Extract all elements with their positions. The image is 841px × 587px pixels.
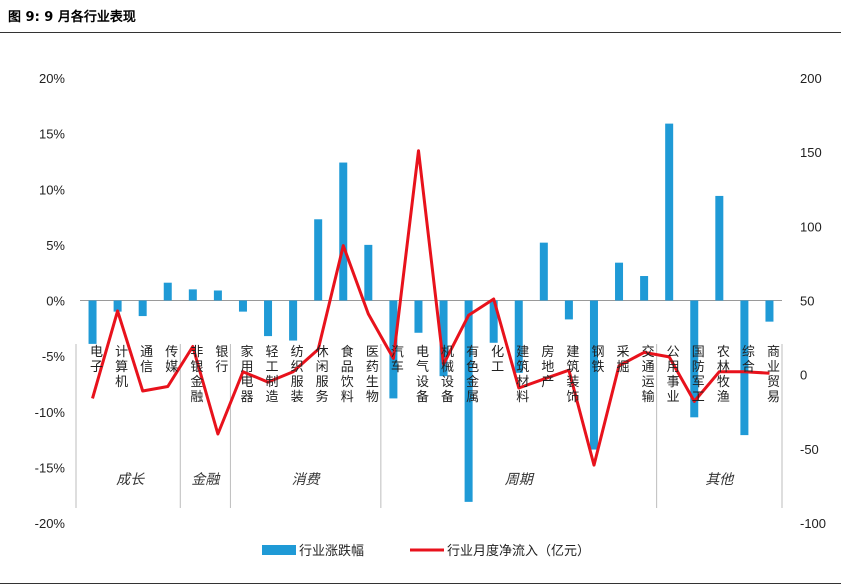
bar: [640, 276, 649, 301]
category-label: 农林牧渔: [717, 345, 730, 405]
right-tick-label: -50: [800, 442, 819, 457]
bar-series: [88, 123, 774, 502]
right-tick-label: 200: [800, 71, 822, 86]
category-label: 轻工制造: [266, 345, 279, 405]
bar: [238, 300, 247, 312]
category-label: 有色金属: [466, 345, 479, 405]
category-label: 计算机: [115, 345, 128, 390]
category-label: 医药生物: [366, 345, 379, 405]
left-tick-label: 5%: [46, 238, 65, 253]
legend-bar-swatch: [262, 545, 296, 555]
category-labels: 电子计算机通信传媒非银金融银行家用电器轻工制造纺织服装休闲服务食品饮料医药生物汽…: [90, 344, 780, 405]
bar: [414, 300, 423, 333]
category-label: 综合: [742, 345, 755, 375]
category-label: 机械设备: [441, 345, 454, 405]
left-tick-label: 0%: [46, 294, 65, 309]
bar: [464, 300, 473, 502]
bar: [715, 195, 724, 301]
category-label: 传媒: [165, 345, 178, 375]
bar: [615, 262, 624, 301]
category-label: 建筑材料: [516, 345, 529, 405]
bar: [589, 300, 598, 450]
category-label: 汽车: [391, 345, 404, 375]
bar: [489, 300, 498, 343]
category-label: 通信: [140, 345, 153, 375]
right-tick-label: 50: [800, 294, 814, 309]
group-label: 其他: [705, 472, 735, 488]
category-label: 化工: [491, 345, 504, 375]
left-tick-label: -15%: [35, 460, 66, 475]
legend-bar-label: 行业涨跌幅: [299, 543, 364, 559]
bar: [665, 123, 674, 301]
right-axis-ticks: 200 150 100 50 0 -50 -100: [800, 71, 826, 531]
category-label: 房地产: [541, 344, 554, 390]
category-label: 采掘: [617, 345, 630, 375]
bar: [314, 219, 323, 301]
right-tick-label: 100: [800, 219, 822, 234]
legend: 行业涨跌幅 行业月度净流入（亿元）: [262, 543, 590, 559]
category-label: 银行: [215, 345, 228, 375]
bar: [514, 300, 523, 373]
category-label: 电子: [90, 345, 103, 375]
category-label: 建筑装饰: [566, 345, 579, 405]
category-label: 交通运输: [642, 344, 655, 405]
bar: [213, 290, 222, 301]
bar: [439, 300, 448, 377]
bar: [163, 282, 172, 301]
category-label: 钢铁: [591, 345, 604, 375]
category-label: 国防军工: [692, 345, 705, 405]
bar: [138, 300, 147, 317]
category-label: 商业贸易: [767, 345, 780, 405]
right-tick-label: 0: [800, 368, 807, 383]
bar: [339, 162, 348, 301]
right-tick-label: -100: [800, 516, 826, 531]
group-label: 金融: [191, 472, 221, 488]
category-label: 家用电器: [240, 344, 253, 405]
category-label: 纺织服装: [291, 345, 304, 405]
bar: [539, 242, 548, 301]
bar: [88, 300, 97, 344]
bar: [564, 300, 573, 320]
group-label: 成长: [116, 472, 145, 488]
left-tick-label: 10%: [39, 182, 65, 197]
bar: [765, 300, 774, 322]
bar: [289, 300, 298, 341]
group-label: 消费: [292, 472, 321, 488]
group-separators: [75, 344, 783, 508]
bar: [364, 244, 373, 301]
left-tick-label: -10%: [35, 405, 66, 420]
category-label: 食品饮料: [341, 344, 354, 405]
bar: [740, 300, 749, 436]
category-label: 非银金融: [190, 345, 203, 405]
figure-title: 图 9: 9 月各行业表现: [8, 10, 136, 25]
right-tick-label: 150: [800, 145, 822, 160]
group-labels: 成长 金融 消费 周期 其他: [116, 472, 735, 488]
line-series: [91, 149, 770, 467]
left-tick-label: -20%: [35, 516, 66, 531]
category-label: 休闲服务: [316, 345, 329, 405]
bar: [264, 300, 273, 337]
left-axis-ticks: 20% 15% 10% 5% 0% -5% -10% -15% -20%: [35, 71, 66, 531]
left-tick-label: 15%: [39, 127, 65, 142]
top-rule: [0, 32, 841, 33]
line-series-path: [91, 149, 770, 467]
category-label: 公用事业: [667, 345, 680, 405]
bar: [113, 300, 122, 312]
group-label: 周期: [505, 472, 535, 488]
left-tick-label: 20%: [39, 71, 65, 86]
left-tick-label: -5%: [42, 349, 66, 364]
category-label: 电气设备: [416, 345, 429, 405]
bottom-rule: [0, 583, 841, 584]
legend-line-label: 行业月度净流入（亿元）: [447, 543, 590, 559]
bar: [690, 300, 699, 418]
bar: [188, 289, 197, 301]
